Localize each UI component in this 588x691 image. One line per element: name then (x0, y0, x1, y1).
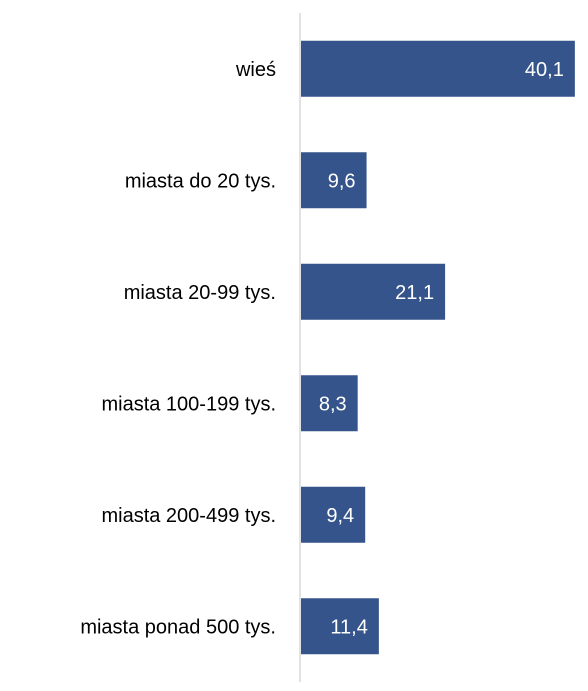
category-label-2: miasta 20-99 tys. (124, 282, 276, 304)
value-label-3: 8,3 (319, 393, 347, 415)
category-label-1: miasta do 20 tys. (125, 170, 276, 192)
value-label-0: 40,1 (525, 59, 564, 81)
bar-3 (301, 375, 358, 432)
bar-4 (301, 486, 366, 543)
bars-group (301, 40, 575, 655)
category-label-3: miasta 100-199 tys. (101, 393, 276, 415)
value-label-5: 11,4 (330, 616, 367, 638)
category-label-4: miasta 200-499 tys. (101, 505, 276, 527)
value-label-2: 21,1 (395, 282, 434, 304)
bar-2 (301, 263, 446, 320)
bar-0 (301, 40, 575, 97)
value-labels-group: 40,1 9,6 21,1 8,3 9,4 11,4 (319, 59, 564, 639)
value-label-1: 9,6 (328, 170, 356, 192)
bar-5 (301, 598, 379, 655)
category-label-0: wieś (235, 59, 276, 81)
bar-1 (301, 152, 367, 209)
category-label-5: miasta ponad 500 tys. (80, 616, 276, 638)
value-label-4: 9,4 (326, 505, 354, 527)
category-labels-group: wieś miasta do 20 tys. miasta 20-99 tys. mi… (80, 59, 276, 639)
